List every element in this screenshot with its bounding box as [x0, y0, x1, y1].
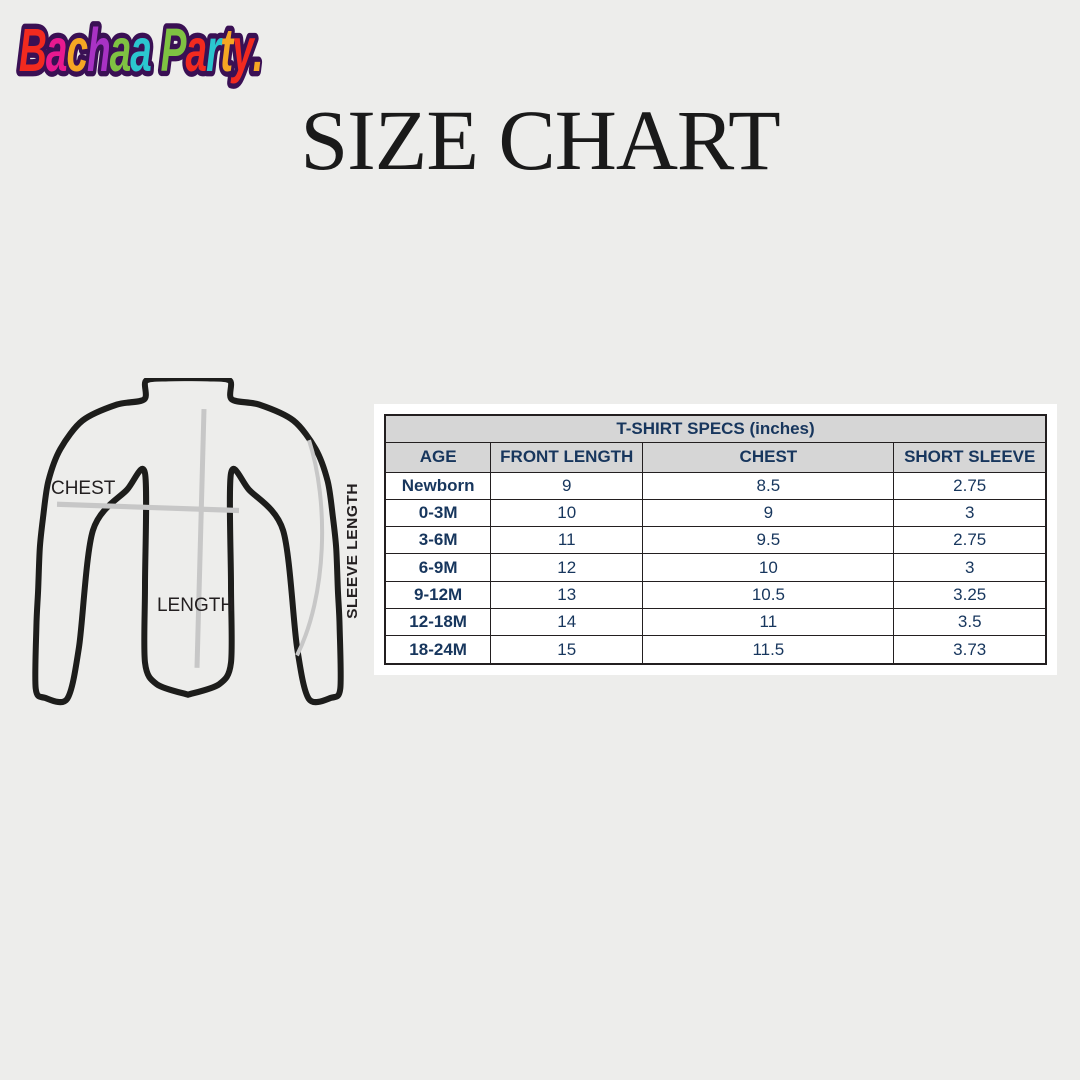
svg-text:SLEEVE LENGTH: SLEEVE LENGTH: [344, 483, 361, 619]
svg-text:LENGTH: LENGTH: [157, 595, 234, 616]
svg-text:CHEST: CHEST: [51, 478, 116, 499]
svg-text:Bachaa Party.: Bachaa Party.: [19, 16, 263, 84]
